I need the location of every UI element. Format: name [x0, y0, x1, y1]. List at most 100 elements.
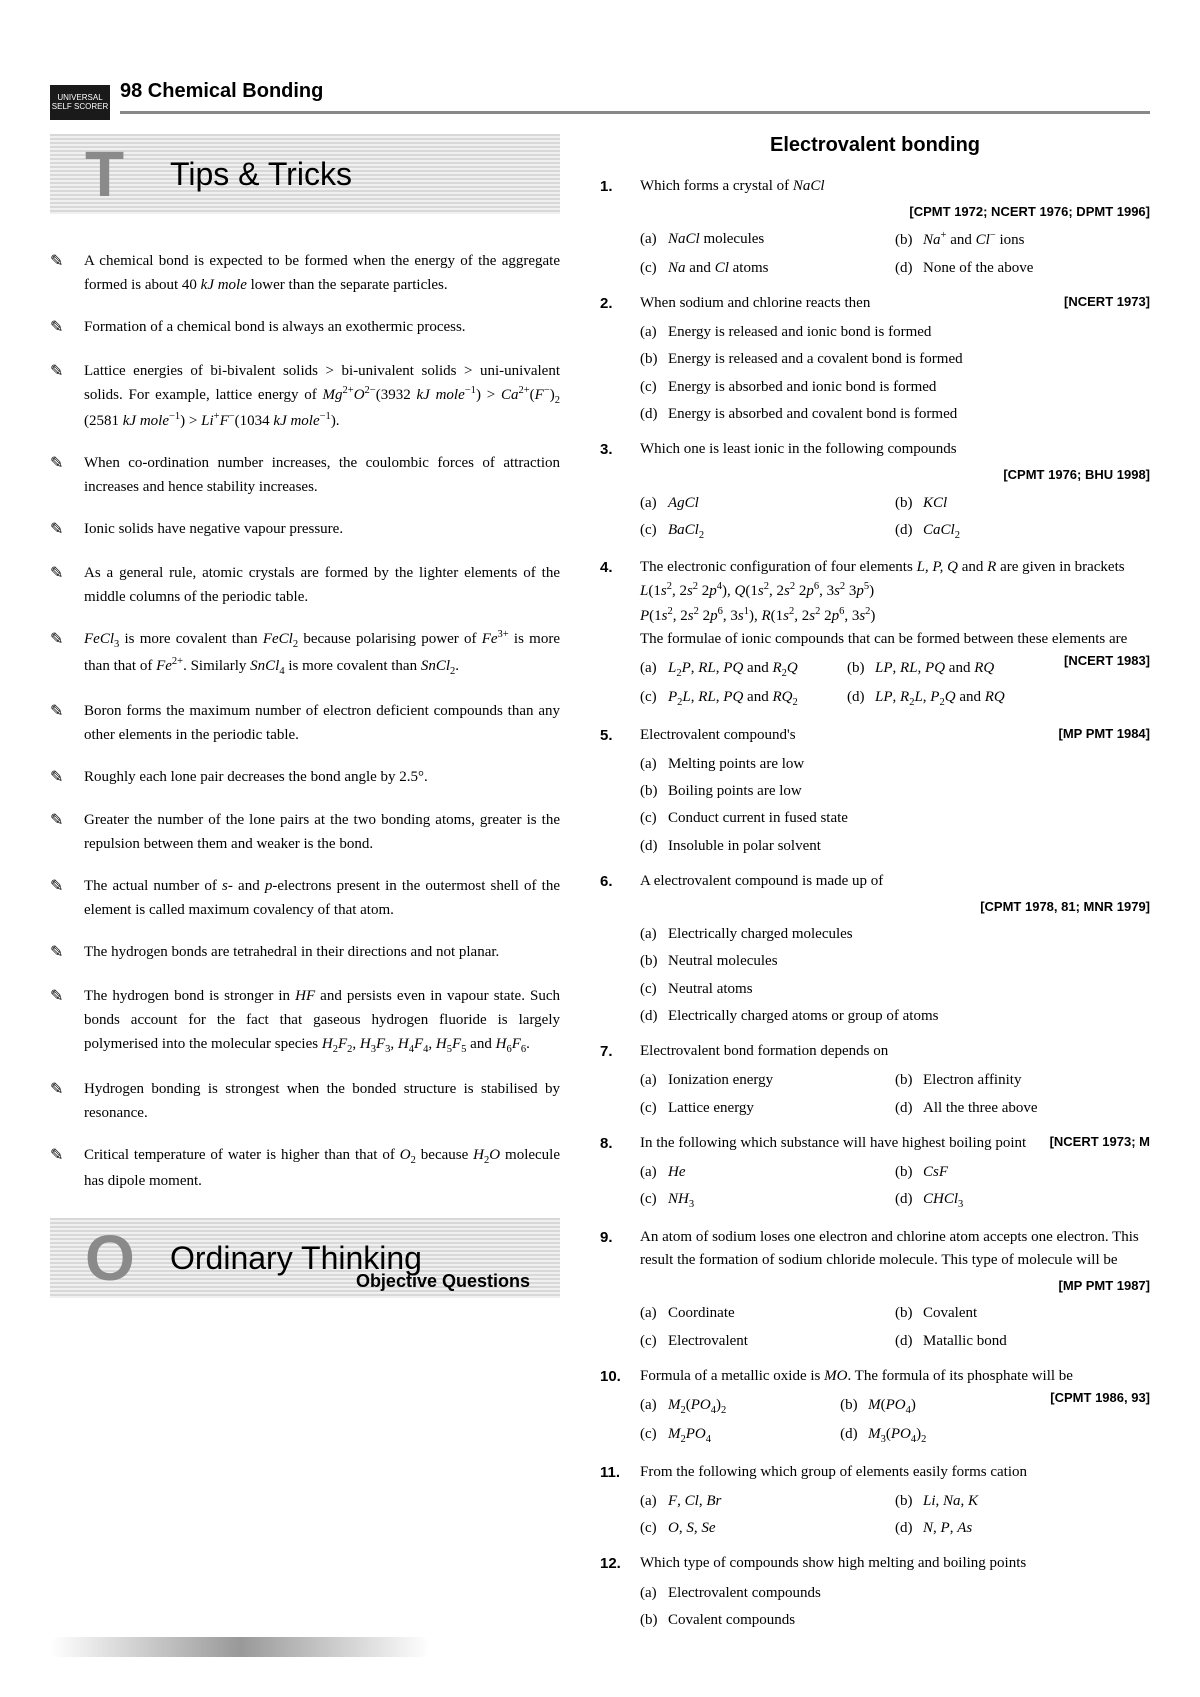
- option-label: (c): [640, 1097, 668, 1120]
- option-text: Energy is released and a covalent bond i…: [668, 351, 963, 367]
- question-number: 6.: [600, 870, 640, 1030]
- tip-text: Formation of a chemical bond is always a…: [84, 315, 560, 339]
- question-number: 11.: [600, 1461, 640, 1543]
- option-label: (d): [895, 257, 923, 280]
- question-item: 1.Which forms a crystal of NaCl[CPMT 197…: [600, 175, 1150, 282]
- option-item: (c)Neutral atoms: [640, 976, 1150, 1003]
- tip-item: ✎The hydrogen bond is stronger in HF and…: [50, 984, 560, 1059]
- option-item: (d)M3(PO4)2: [840, 1421, 1040, 1450]
- option-label: (c): [640, 978, 668, 1001]
- option-text: Na and Cl atoms: [668, 260, 768, 276]
- option-item: (a)Electrovalent compounds: [640, 1580, 1150, 1607]
- options-container: (a)Melting points are low(b)Boiling poin…: [640, 751, 1150, 860]
- pencil-icon: ✎: [50, 451, 74, 477]
- option-label: (c): [640, 376, 668, 399]
- option-item: (c)BaCl2: [640, 517, 895, 546]
- tips-list: ✎A chemical bond is expected to be forme…: [50, 249, 560, 1193]
- option-text: All the three above: [923, 1100, 1038, 1116]
- option-label: (a): [640, 753, 668, 776]
- option-text: Electrovalent compounds: [668, 1585, 821, 1601]
- option-text: Matallic bond: [923, 1333, 1007, 1349]
- tip-item: ✎FeCl3 is more covalent than FeCl2 becau…: [50, 627, 560, 681]
- option-item: (d)Energy is absorbed and covalent bond …: [640, 401, 1150, 428]
- option-item: (d)All the three above: [895, 1095, 1150, 1122]
- option-text: Electrovalent: [668, 1333, 748, 1349]
- option-text: Electron affinity: [923, 1072, 1021, 1088]
- option-text: O, S, Se: [668, 1520, 716, 1536]
- question-body: Which type of compounds show high meltin…: [640, 1552, 1150, 1634]
- options-container: (a)F, Cl, Br(b)Li, Na, K(c)O, S, Se(d)N,…: [640, 1488, 1150, 1543]
- option-label: (d): [895, 1097, 923, 1120]
- option-label: (b): [840, 1394, 868, 1417]
- option-label: (a): [640, 1069, 668, 1092]
- option-label: (b): [640, 1609, 668, 1632]
- option-text: CaCl2: [923, 522, 960, 538]
- question-body: When sodium and chlorine reacts then [NC…: [640, 292, 1150, 428]
- footer-gradient-bar: [50, 1637, 430, 1657]
- option-item: (c)Na and Cl atoms: [640, 255, 895, 282]
- tips-banner: T Tips & Tricks: [50, 134, 560, 214]
- question-body: Which one is least ionic in the followin…: [640, 438, 1150, 546]
- tips-glyph-icon: T: [85, 137, 124, 211]
- pencil-icon: ✎: [50, 699, 74, 725]
- option-item: (a)Melting points are low: [640, 751, 1150, 778]
- left-column: T Tips & Tricks ✎A chemical bond is expe…: [50, 134, 560, 1644]
- question-text: Which forms a crystal of NaCl: [640, 175, 1150, 198]
- tips-banner-title: Tips & Tricks: [170, 156, 352, 193]
- question-text: Electrovalent bond formation depends on: [640, 1040, 1150, 1063]
- question-body: Which forms a crystal of NaCl[CPMT 1972;…: [640, 175, 1150, 282]
- tip-item: ✎The actual number of s- and p-electrons…: [50, 874, 560, 922]
- option-item: (d)CHCl3: [895, 1186, 1150, 1215]
- tip-item: ✎Lattice energies of bi-bivalent solids …: [50, 359, 560, 434]
- option-item: (b)Electron affinity: [895, 1067, 1150, 1094]
- question-text: Electrovalent compound's [MP PMT 1984]: [640, 724, 1150, 747]
- question-body: The electronic configuration of four ele…: [640, 556, 1150, 714]
- option-item: (d)Insoluble in polar solvent: [640, 833, 1150, 860]
- option-item: (c)O, S, Se: [640, 1515, 895, 1542]
- option-item: (c)Conduct current in fused state: [640, 805, 1150, 832]
- option-label: (b): [640, 950, 668, 973]
- pencil-icon: ✎: [50, 1143, 74, 1169]
- option-text: Lattice energy: [668, 1100, 754, 1116]
- question-number: 5.: [600, 724, 640, 860]
- option-item: (b)LP, RL, PQ and RQ: [847, 655, 1054, 684]
- tip-text: FeCl3 is more covalent than FeCl2 becaus…: [84, 627, 560, 681]
- question-source-tag: [MP PMT 1984]: [1058, 724, 1150, 744]
- tip-text: The hydrogen bond is stronger in HF and …: [84, 984, 560, 1059]
- option-item: (d)CaCl2: [895, 517, 1150, 546]
- option-text: Coordinate: [668, 1305, 735, 1321]
- option-text: Insoluble in polar solvent: [668, 838, 821, 854]
- question-text: Which one is least ionic in the followin…: [640, 438, 1150, 461]
- tip-item: ✎Ionic solids have negative vapour press…: [50, 517, 560, 543]
- section-title: Electrovalent bonding: [600, 134, 1150, 157]
- pencil-icon: ✎: [50, 874, 74, 900]
- option-label: (d): [640, 835, 668, 858]
- option-label: (a): [640, 321, 668, 344]
- question-source-tag: [NCERT 1973]: [1064, 292, 1150, 312]
- option-item: (b)Neutral molecules: [640, 948, 1150, 975]
- options-container: (a)NaCl molecules(b)Na+ and Cl− ions(c)N…: [640, 226, 1150, 282]
- question-source-tag: [CPMT 1976; BHU 1998]: [640, 465, 1150, 485]
- option-item: (a)Energy is released and ionic bond is …: [640, 319, 1150, 346]
- question-text: Which type of compounds show high meltin…: [640, 1552, 1150, 1575]
- tip-text: Ionic solids have negative vapour pressu…: [84, 517, 560, 541]
- question-number: 2.: [600, 292, 640, 428]
- question-source-tag: [NCERT 1983]: [1064, 651, 1150, 671]
- ordinary-thinking-banner: O Ordinary Thinking Objective Questions: [50, 1218, 560, 1298]
- option-item: (c)NH3: [640, 1186, 895, 1215]
- option-item: (a)M2(PO4)2: [640, 1392, 840, 1421]
- option-label: (d): [640, 1005, 668, 1028]
- option-label: (b): [847, 657, 875, 680]
- option-text: Electrically charged atoms or group of a…: [668, 1008, 938, 1024]
- question-text: The electronic configuration of four ele…: [640, 556, 1150, 651]
- question-source-tag: [NCERT 1973; M: [1050, 1132, 1150, 1152]
- option-label: (b): [895, 1069, 923, 1092]
- ot-glyph-icon: O: [85, 1221, 135, 1295]
- pencil-icon: ✎: [50, 1077, 74, 1103]
- option-label: (c): [640, 686, 668, 709]
- option-label: (b): [895, 492, 923, 515]
- option-label: (d): [640, 403, 668, 426]
- pencil-icon: ✎: [50, 765, 74, 791]
- option-text: None of the above: [923, 260, 1033, 276]
- question-source-tag: [CPMT 1978, 81; MNR 1979]: [640, 897, 1150, 917]
